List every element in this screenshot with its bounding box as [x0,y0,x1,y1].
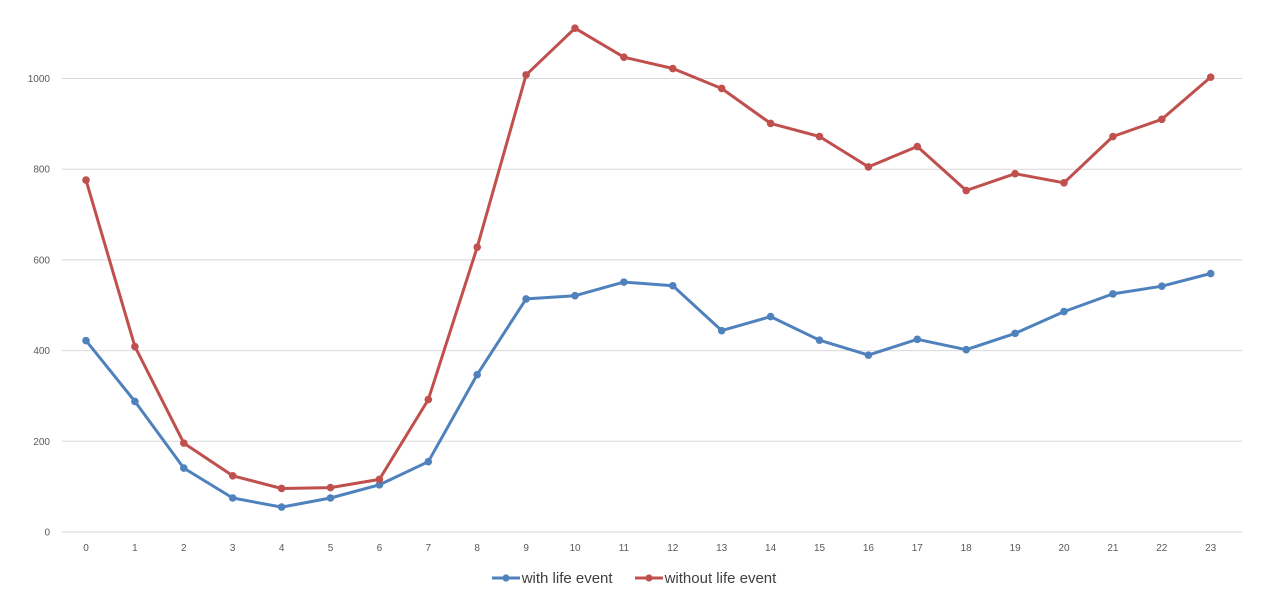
y-tick-label: 600 [33,255,50,266]
data-point [669,64,677,73]
data-point [277,503,286,511]
data-point [424,395,433,404]
data-point [1158,115,1166,124]
x-tick-label: 22 [1156,543,1168,554]
data-point [131,342,139,351]
x-tick-label: 2 [181,543,187,554]
data-point [326,494,335,502]
data-point [717,326,726,335]
data-point [473,243,482,252]
x-tick-label: 7 [426,543,432,554]
data-point [1060,179,1068,187]
x-tick-label: 12 [667,543,679,554]
x-tick-label: 10 [569,543,581,554]
data-point [962,186,970,195]
data-point [375,481,384,489]
x-tick-label: 18 [961,543,973,554]
x-tick-label: 21 [1107,543,1119,554]
data-point [766,312,775,321]
data-point [326,483,335,492]
series-0 [82,269,1215,511]
legend-swatch-series-0 [491,574,520,582]
y-tick-label: 0 [44,528,50,539]
y-tick-label: 400 [33,346,50,357]
x-tick-label: 15 [814,543,826,554]
data-point [571,24,579,32]
data-point [180,464,188,472]
data-point [620,278,628,286]
data-point [1011,329,1019,338]
data-point [571,291,579,300]
legend: with life event without life event [0,566,1268,590]
x-tick-label: 16 [863,543,875,554]
data-point [815,336,824,344]
y-tick-label: 1000 [28,74,51,85]
data-point [180,439,188,447]
series-line-1 [84,26,1213,490]
data-point [473,370,482,379]
data-point [522,295,530,303]
x-tick-label: 1 [132,543,138,554]
y-tick-label: 800 [33,165,50,176]
data-point [620,53,628,61]
data-point [131,397,139,406]
series-layer [82,24,1215,511]
x-tick-label: 5 [328,543,334,554]
data-point [815,132,824,141]
x-tick-label: 6 [377,543,383,554]
x-tick-label: 9 [523,543,529,554]
data-point [228,471,237,480]
x-tick-label: 20 [1058,543,1070,554]
data-point [1011,169,1019,178]
data-point [82,336,90,345]
data-point [82,176,90,184]
x-tick-label: 19 [1010,543,1022,554]
series-1 [82,24,1215,493]
x-axis-tick-labels: 0 1 2 3 4 5 6 7 8 9 10 11 12 13 14 15 16 17 18 19 20 21 22 23 [83,543,1216,554]
data-point [1109,290,1117,298]
y-axis-tick-labels: 0 200 400 600 800 1000 [28,74,51,539]
data-point [717,84,726,93]
data-point [913,142,922,151]
x-tick-label: 13 [716,543,728,554]
legend-label-series-1: without life event [664,569,777,587]
data-point [962,345,970,354]
data-point [424,457,433,466]
data-point [1206,73,1215,81]
data-point [1206,269,1215,278]
x-tick-label: 14 [765,543,777,554]
data-point [1060,307,1068,316]
series-line-0 [84,272,1213,509]
data-point [864,351,873,359]
data-point [522,71,530,79]
data-point [913,335,922,344]
data-point [277,484,286,493]
gridlines [62,78,1242,442]
x-tick-label: 11 [619,543,630,554]
legend-item-series-0: with life event [491,569,613,587]
data-point [1158,282,1166,291]
y-tick-label: 200 [33,437,50,448]
data-point [864,163,873,171]
data-point [1109,132,1117,141]
legend-item-series-1: without life event [634,569,777,587]
x-tick-label: 3 [230,543,236,554]
legend-label-series-0: with life event [521,569,613,587]
data-point [375,475,384,484]
x-tick-label: 8 [474,543,480,554]
data-point [766,119,775,128]
x-tick-label: 0 [83,543,89,554]
x-tick-label: 4 [279,543,285,554]
x-tick-label: 23 [1205,543,1217,554]
x-tick-label: 17 [912,543,924,554]
data-point [669,281,677,290]
data-point [228,494,237,502]
legend-swatch-series-1 [634,574,663,582]
